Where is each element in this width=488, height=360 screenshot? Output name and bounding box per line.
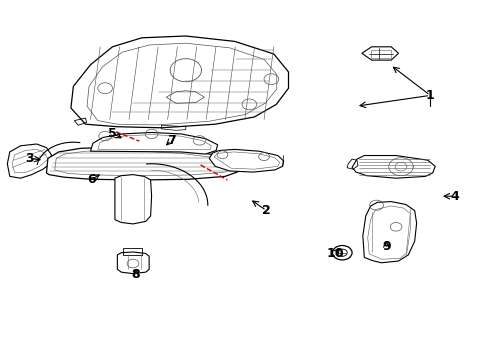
Polygon shape (351, 156, 434, 178)
Text: 4: 4 (449, 190, 458, 203)
Polygon shape (46, 148, 239, 180)
Text: 5: 5 (108, 127, 117, 140)
Polygon shape (90, 132, 217, 154)
Text: 6: 6 (87, 173, 96, 186)
Polygon shape (209, 149, 283, 172)
Text: 9: 9 (381, 240, 390, 253)
Polygon shape (117, 252, 149, 274)
Polygon shape (115, 175, 151, 224)
Polygon shape (361, 47, 398, 60)
Polygon shape (362, 202, 416, 263)
Text: 3: 3 (25, 152, 34, 165)
Text: 2: 2 (262, 204, 270, 217)
Text: 10: 10 (325, 247, 343, 260)
Text: 7: 7 (166, 134, 175, 147)
Polygon shape (71, 36, 288, 128)
Text: 1: 1 (425, 89, 434, 102)
Polygon shape (7, 144, 51, 178)
Text: 8: 8 (131, 268, 140, 281)
